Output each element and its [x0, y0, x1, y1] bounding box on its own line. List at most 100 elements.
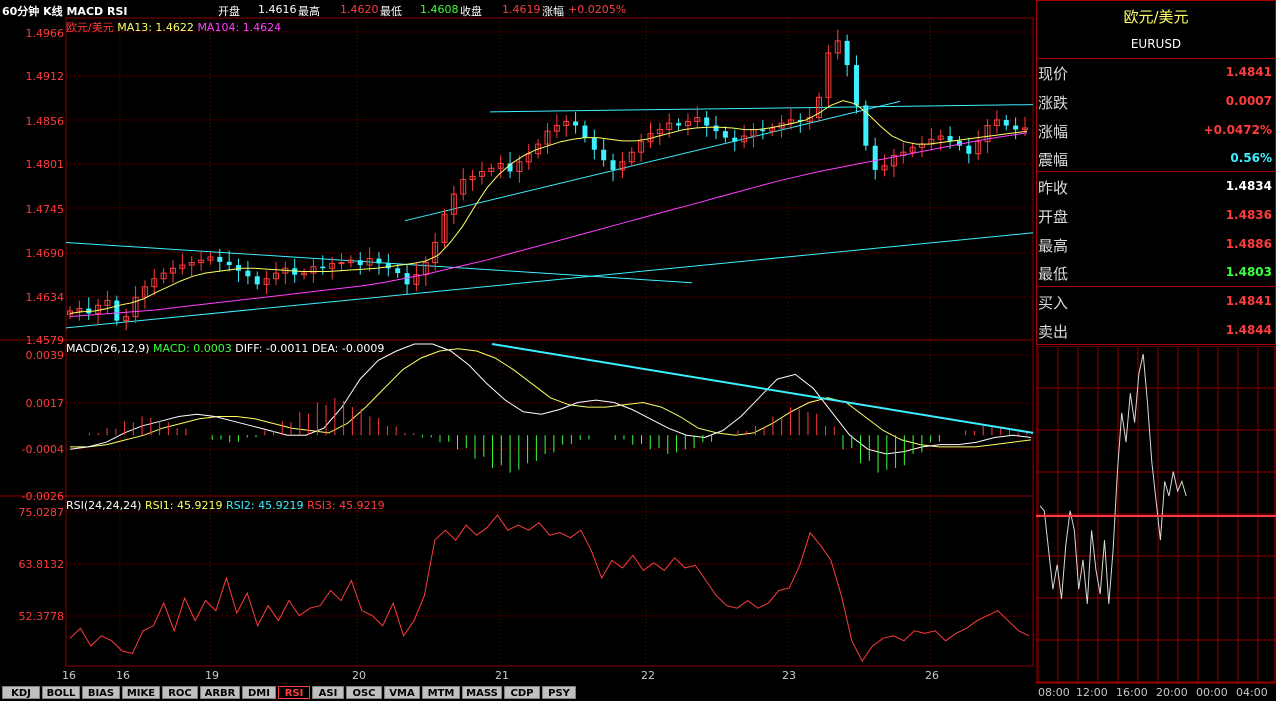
- tab-asi[interactable]: ASI: [312, 686, 344, 699]
- candle-body: [516, 161, 523, 173]
- quote-label: 现价: [1038, 65, 1069, 83]
- rsi1-value: RSI1: 45.9219: [144, 499, 223, 512]
- tab-cdp[interactable]: CDP: [504, 686, 540, 699]
- quote-label: 昨收: [1038, 179, 1069, 197]
- candle-body: [450, 193, 457, 215]
- candle-body: [601, 149, 607, 161]
- rsi-legend: RSI(24,24,24) RSI1: 45.9219 RSI2: 45.921…: [66, 499, 385, 512]
- candle: [591, 129, 597, 160]
- trend-line: [489, 104, 1034, 113]
- candle: [966, 137, 972, 164]
- candle-body: [881, 165, 888, 171]
- candle-body: [104, 299, 111, 306]
- tab-mike[interactable]: MIKE: [122, 686, 160, 699]
- price-legend: 欧元/美元 MA13: 1.4622 MA104: 1.4624: [66, 19, 281, 35]
- price-tick: 1.4745: [25, 203, 65, 216]
- candle: [610, 153, 616, 182]
- rsi-tick: 52.3778: [18, 610, 65, 623]
- candle-body: [169, 267, 176, 274]
- quote-value: 0.56%: [1230, 151, 1272, 165]
- candle-body: [478, 171, 485, 177]
- candle: [553, 114, 560, 138]
- mini-tick-chart[interactable]: [1036, 346, 1276, 684]
- main-chart[interactable]: [0, 0, 1036, 701]
- candle: [217, 248, 223, 272]
- x-tick: 20: [352, 669, 366, 682]
- candle: [676, 118, 682, 131]
- candle-body: [413, 274, 420, 285]
- candle-body: [956, 140, 962, 146]
- candle: [900, 142, 907, 164]
- candle-body: [582, 125, 588, 138]
- candle-body: [441, 213, 448, 243]
- candle-body: [198, 259, 205, 264]
- tab-kdj[interactable]: KDJ: [2, 686, 40, 699]
- candle-body: [732, 137, 738, 142]
- candle: [928, 127, 935, 151]
- mini-time-label: 00:00: [1196, 686, 1228, 699]
- candle: [853, 55, 859, 114]
- candle: [67, 306, 73, 320]
- moving-averages: [69, 100, 1032, 455]
- tab-psy[interactable]: PSY: [542, 686, 576, 699]
- candle: [76, 300, 83, 321]
- tab-dmi[interactable]: DMI: [242, 686, 276, 699]
- candle-body: [329, 262, 336, 269]
- tab-rsi[interactable]: RSI: [278, 686, 310, 699]
- candle-body: [432, 241, 439, 264]
- candle: [816, 92, 823, 123]
- tab-bias[interactable]: BIAS: [82, 686, 120, 699]
- ma13-label: MA13: 1.4622: [117, 21, 194, 34]
- candle: [404, 265, 410, 295]
- candle-body: [591, 137, 597, 150]
- candle-body: [769, 127, 776, 132]
- quote-label: 卖出: [1038, 323, 1069, 341]
- tab-arbr[interactable]: ARBR: [200, 686, 240, 699]
- candle: [236, 258, 242, 282]
- mini-time-label: 12:00: [1076, 686, 1108, 699]
- candle-body: [123, 316, 130, 322]
- candle: [376, 252, 382, 275]
- tab-vma[interactable]: VMA: [384, 686, 420, 699]
- candle-body: [844, 40, 850, 66]
- candle-body: [310, 266, 317, 274]
- tab-mtm[interactable]: MTM: [422, 686, 460, 699]
- candle: [160, 268, 167, 284]
- candle: [226, 250, 232, 272]
- high-value: 1.4620: [340, 3, 379, 16]
- quote-value: 1.4834: [1225, 179, 1272, 193]
- tab-boll[interactable]: BOLL: [42, 686, 80, 699]
- mini-frame: [1036, 346, 1276, 684]
- candle: [1013, 117, 1019, 140]
- candle-body: [395, 268, 401, 274]
- candle-body: [151, 278, 158, 288]
- candle: [151, 269, 158, 295]
- candle: [385, 253, 391, 277]
- candle: [656, 123, 663, 145]
- tab-roc[interactable]: ROC: [162, 686, 198, 699]
- candle: [198, 250, 205, 271]
- candle-body: [676, 123, 682, 126]
- candle-body: [338, 262, 345, 265]
- candle-body: [628, 151, 635, 163]
- ma13-line: [69, 100, 1028, 314]
- candle: [188, 256, 195, 277]
- candle-body: [834, 40, 841, 54]
- candle: [628, 147, 635, 167]
- candle-body: [816, 96, 823, 118]
- candle-body: [217, 256, 223, 262]
- price-tick: 1.4801: [25, 158, 65, 171]
- candle: [769, 123, 776, 137]
- tab-mass[interactable]: MASS: [462, 686, 502, 699]
- price-tick: 1.4579: [25, 334, 65, 347]
- dea-line: [70, 348, 1032, 448]
- quote-label: 震幅: [1038, 151, 1069, 169]
- candle-body: [825, 52, 832, 98]
- tab-osc[interactable]: OSC: [346, 686, 382, 699]
- change-label: 涨幅: [542, 5, 564, 18]
- candle: [301, 268, 308, 280]
- candle-body: [760, 129, 766, 132]
- candle: [684, 113, 691, 136]
- candle: [863, 100, 869, 151]
- candle: [179, 253, 186, 275]
